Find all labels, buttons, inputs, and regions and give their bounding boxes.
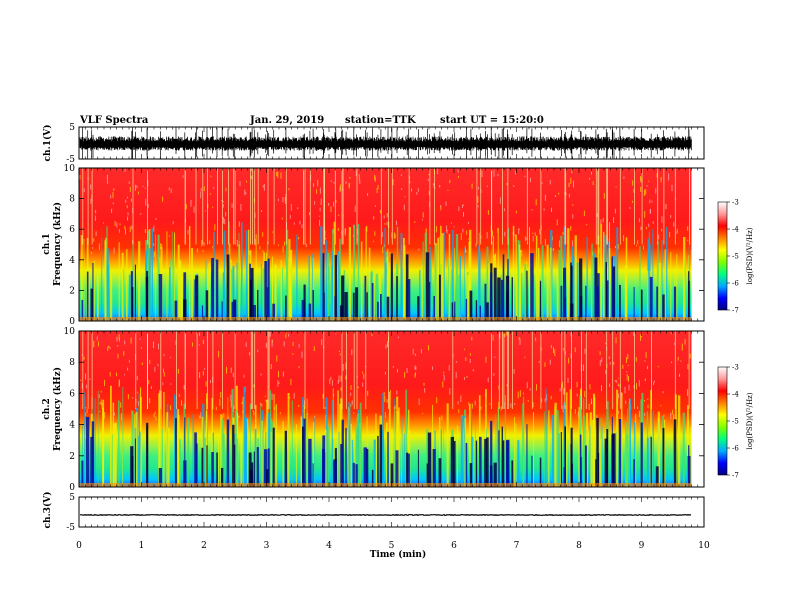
ch2-colorbar-gradient [717,366,728,476]
ch3-waveform-trace [80,513,692,517]
ch1-colorbar-tick-label: -3 [732,199,739,207]
ch1-waveform-ylabel: ch.1(V) [42,125,53,162]
ch2-spectrogram-ytick-label: 2 [69,452,75,462]
ch1-waveform-ytick-label: 5 [69,123,75,133]
x-tick-label: 8 [576,541,582,551]
x-tick-label: 1 [139,541,145,551]
x-tick-label: 7 [514,541,520,551]
ch1-colorbar-tick-label: -6 [732,280,739,288]
ch1-spectrogram-ylabel: Frequency (kHz) [52,202,63,286]
ch3-waveform-panel: 5 -5 [66,493,705,533]
x-tick-label: 2 [201,541,207,551]
ch3-waveform-ytick-label: -5 [66,523,75,533]
ch2-spectrogram-ytick-label: 8 [69,358,75,368]
station-label: station=TTK [345,115,416,126]
ch1-spectrogram-panel: 0 2 4 6 8 10 [64,164,705,327]
ch2-spectrogram-ytick-label: 6 [69,389,75,399]
ch1-spectrogram-channel-label: ch.1 [42,233,52,254]
ch1-waveform-trace [79,127,692,160]
ch2-spectrogram-ytick-label: 4 [69,421,75,431]
ch1-spectrogram-ytick-label: 4 [69,256,75,266]
x-tick-label: 6 [451,541,457,551]
time-axis: 0 1 2 3 4 5 6 7 8 9 10 [76,541,710,551]
ch1-colorbar-gradient [717,201,728,311]
ch1-spectrogram-ytick-label: 10 [64,164,76,174]
ch3-waveform-ytick-label: 5 [69,493,75,503]
ch2-spectrogram-ylabel: Frequency (kHz) [52,367,63,451]
start-time-label: start UT = 15:20:0 [440,115,544,126]
figure-title: VLF Spectra [79,115,149,126]
ch1-spectrogram-ytick-label: 6 [69,225,75,235]
ch2-colorbar-label: log(PSD)(V²/Hz) [746,392,754,449]
x-axis-label: Time (min) [370,549,427,560]
ch3-waveform-ylabel: ch.3(V) [42,492,53,529]
x-tick-label: 5 [389,541,395,551]
x-tick-label: 4 [326,541,332,551]
ch2-colorbar-tick-label: -5 [732,418,739,426]
ch1-waveform-ytick-label: -5 [66,155,75,165]
x-tick-label: 9 [639,541,645,551]
ch2-spectrogram-panel: 0 2 4 6 8 10 [64,327,705,493]
ch1-spectrogram-ytick-label: 2 [69,286,75,296]
x-tick-label: 10 [698,541,710,551]
ch1-spectrogram-ytick-label: 8 [69,195,75,205]
ch1-spectrogram-ytick-label: 0 [69,317,75,327]
x-tick-label: 3 [264,541,270,551]
ch2-spectrogram-ytick-label: 10 [64,327,76,337]
ch2-colorbar-tick-label: -6 [732,445,739,453]
ch1-colorbar-tick-label: -4 [732,226,739,234]
ch2-colorbar: -3 -4 -5 -6 -7 log(PSD)(V²/Hz) [717,364,754,480]
ch2-spectrogram-ytick-label: 0 [69,483,75,493]
ch2-spectrogram-channel-label: ch.2 [42,398,52,419]
date-label: Jan. 29, 2019 [249,115,324,126]
ch1-waveform-panel: 5 -5 [66,123,705,165]
ch2-colorbar-tick-label: -4 [732,391,739,399]
x-tick-label: 0 [76,541,82,551]
ch2-colorbar-tick-label: -3 [732,364,739,372]
ch1-colorbar-tick-label: -5 [732,253,739,261]
ch1-colorbar-tick-label: -7 [732,307,739,315]
ch1-colorbar: -3 -4 -5 -6 -7 log(PSD)(V²/Hz) [717,199,754,315]
ch1-colorbar-label: log(PSD)(V²/Hz) [746,227,754,284]
ch2-colorbar-tick-label: -7 [732,472,739,480]
